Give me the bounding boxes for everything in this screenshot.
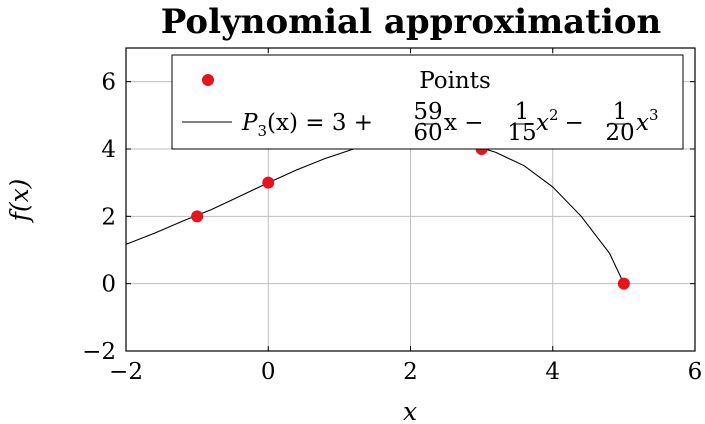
x-tick-label: −2 (109, 359, 143, 385)
ticks: −2 0 2 4 6 −2 0 2 4 6 (82, 48, 702, 385)
svg-text:59: 59 (413, 99, 442, 125)
y-tick-label: −2 (82, 339, 116, 365)
data-point (191, 210, 204, 223)
legend-fraction-2: 1 15 (507, 99, 536, 146)
legend-curve-label: P3(x) = 3 + (241, 110, 373, 140)
y-tick-label: 2 (101, 204, 116, 230)
x-axis-label: x (403, 397, 417, 424)
legend-term-2: x2− (536, 106, 584, 136)
legend-fraction-3: 1 20 (605, 99, 634, 146)
x-tick-label: 0 (261, 359, 276, 385)
y-tick-label: 0 (101, 272, 116, 298)
data-point (262, 176, 275, 189)
chart-title: Polynomial approximation (161, 2, 661, 42)
polynomial-curve (125, 138, 625, 284)
svg-text:1: 1 (515, 99, 530, 125)
legend-box (171, 54, 684, 150)
legend-fraction-1: 59 60 (413, 99, 442, 146)
y-tick-label: 4 (101, 137, 116, 163)
y-axis-label: f(x) (5, 179, 34, 224)
legend-term-1: x − (444, 110, 484, 136)
legend: Points P3(x) = 3 + 59 60 x − 1 15 x2− 1 … (171, 54, 684, 150)
series-layer (125, 138, 630, 290)
data-point (617, 277, 630, 290)
svg-text:60: 60 (413, 120, 442, 146)
svg-text:20: 20 (605, 120, 634, 146)
x-tick-label: 6 (688, 359, 703, 385)
legend-points-marker (202, 74, 214, 86)
legend-points-label: Points (419, 68, 491, 94)
legend-term-3: x3 (636, 106, 659, 136)
svg-text:1: 1 (613, 99, 628, 125)
y-tick-label: 6 (101, 70, 116, 96)
x-tick-label: 4 (545, 359, 560, 385)
svg-text:15: 15 (507, 120, 536, 146)
x-tick-label: 2 (403, 359, 418, 385)
